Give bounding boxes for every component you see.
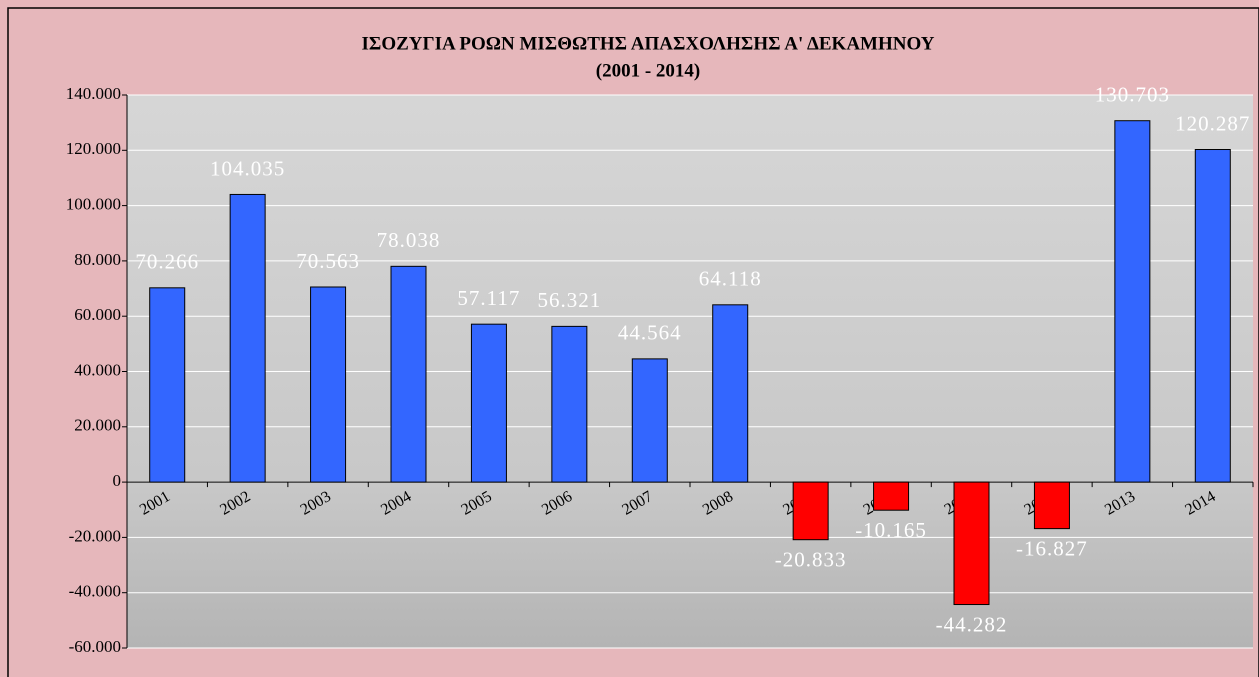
value-label: -20.833	[775, 548, 847, 572]
value-label: -44.282	[936, 612, 1008, 636]
bar	[470, 323, 507, 483]
bar	[1114, 120, 1151, 483]
value-label: 44.564	[618, 321, 682, 345]
value-label: 64.118	[699, 267, 762, 291]
value-label: 56.321	[537, 288, 601, 312]
bar	[149, 287, 186, 483]
chart-subtitle: (2001 - 2014)	[596, 60, 700, 81]
bar	[1033, 481, 1070, 530]
value-label: 78.038	[377, 228, 441, 252]
y-tick-label: -60.000	[69, 637, 121, 656]
bar	[631, 358, 668, 483]
value-label: 104.035	[210, 156, 285, 180]
y-tick-label: 0	[113, 471, 122, 490]
y-tick-label: 140.000	[66, 84, 121, 103]
y-tick-label: 120.000	[66, 139, 121, 158]
bar	[229, 193, 266, 483]
bar	[873, 481, 910, 511]
frame	[7, 7, 1259, 677]
bar	[310, 286, 347, 483]
y-tick-label: -40.000	[69, 582, 121, 601]
y-tick-label: 80.000	[74, 250, 121, 269]
y-tick-label: 100.000	[66, 195, 121, 214]
value-label: 120.287	[1175, 111, 1250, 135]
value-label: 70.563	[296, 249, 360, 273]
value-label: -16.827	[1016, 536, 1088, 560]
bar	[953, 481, 990, 606]
bar	[1194, 149, 1231, 483]
y-tick-label: -20.000	[69, 526, 121, 545]
y-tick-label: 20.000	[74, 416, 121, 435]
value-label: 57.117	[457, 286, 520, 310]
bar	[551, 325, 588, 483]
bar	[792, 481, 829, 541]
bar	[390, 265, 427, 483]
y-tick-label: 60.000	[74, 305, 121, 324]
y-tick-label: 40.000	[74, 360, 121, 379]
value-label: 130.703	[1095, 83, 1170, 107]
value-label: 70.266	[135, 250, 199, 274]
value-label: -10.165	[855, 518, 927, 542]
bar	[712, 304, 749, 483]
chart-title: ΙΣΟΖΥΓΙΑ ΡΟΩΝ ΜΙΣΘΩΤΗΣ ΑΠΑΣΧΟΛΗΣΗΣ Α' ΔΕ…	[362, 33, 935, 54]
